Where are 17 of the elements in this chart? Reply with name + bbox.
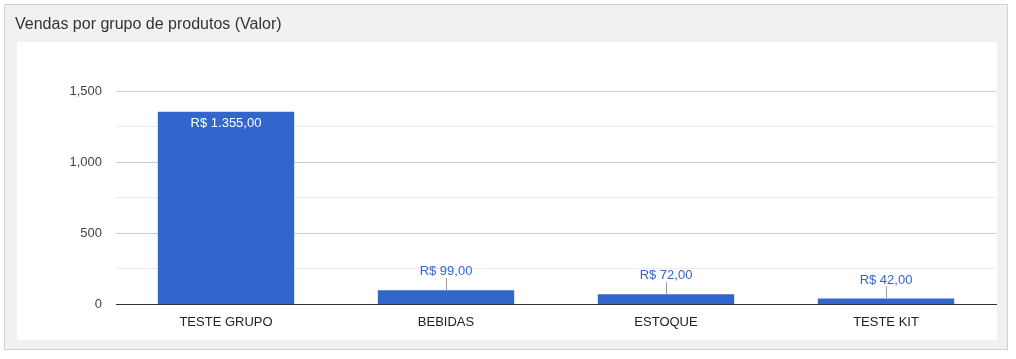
data-label: R$ 99,00 — [419, 263, 473, 279]
data-label: R$ 72,00 — [639, 267, 693, 283]
chart-title: Vendas por grupo de produtos (Valor) — [15, 15, 282, 33]
x-tick-label: BEBIDAS — [417, 313, 475, 329]
x-tick-label: ESTOQUE — [634, 313, 698, 329]
x-tick-label: TESTE GRUPO — [179, 313, 273, 329]
y-tick-label: 0 — [94, 295, 102, 311]
y-tick-label: 1,500 — [69, 82, 102, 98]
y-tick-label: 500 — [80, 224, 102, 240]
bar — [377, 290, 515, 304]
bar — [597, 294, 735, 304]
x-tick-label: TESTE KIT — [853, 313, 919, 329]
bar — [817, 298, 955, 304]
y-tick-label: 1,000 — [69, 153, 102, 169]
bar — [157, 111, 295, 304]
data-label: R$ 1.355,00 — [190, 114, 262, 130]
data-label: R$ 42,00 — [859, 271, 913, 287]
